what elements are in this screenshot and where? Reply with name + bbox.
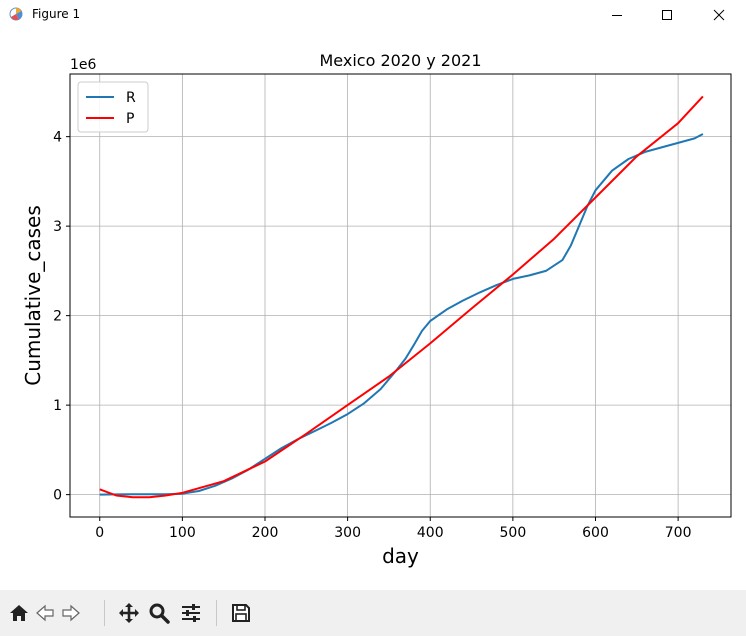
configure-subplots-button[interactable] (178, 600, 204, 626)
toolbar-separator (104, 600, 105, 626)
grid (70, 74, 731, 517)
y-axis-label: Cumulative_cases (21, 205, 45, 386)
save-button[interactable] (228, 600, 254, 626)
forward-arrow-icon (62, 604, 80, 622)
x-tick-label: 300 (334, 525, 361, 541)
axis-ticks: 0 100 200 300 400 500 600 700 0 1 2 3 4 (53, 130, 691, 541)
series-line-P (99, 95, 704, 499)
chart-title: Mexico 2020 y 2021 (319, 51, 481, 70)
toolbar-separator (216, 600, 217, 626)
zoom-icon (149, 603, 170, 624)
save-icon (232, 604, 250, 622)
maximize-button[interactable] (644, 0, 690, 30)
series-lines (99, 95, 704, 499)
x-axis-label: day (382, 544, 419, 568)
axes-frame (69, 73, 732, 518)
pan-icon (119, 603, 139, 623)
x-tick-label: 400 (417, 525, 444, 541)
y-tick-label: 0 (53, 488, 62, 504)
configure-subplots-icon (182, 604, 200, 622)
legend-label-P: P (126, 111, 134, 127)
x-tick-label: 0 (95, 525, 104, 541)
navigation-toolbar (0, 590, 746, 636)
x-tick-label: 500 (500, 525, 527, 541)
legend-box (77, 81, 149, 133)
x-tick-label: 600 (582, 525, 609, 541)
forward-button[interactable] (58, 600, 84, 626)
line-chart: 0 100 200 300 400 500 600 700 0 1 2 3 4 Mexico 2020 … (21, 51, 732, 568)
close-button[interactable] (696, 0, 742, 30)
minimize-button[interactable] (594, 0, 640, 30)
pan-button[interactable] (116, 600, 142, 626)
legend: RP (77, 81, 149, 133)
x-tick-label: 700 (665, 525, 692, 541)
maximize-icon (662, 10, 672, 20)
zoom-button[interactable] (146, 600, 172, 626)
x-tick-label: 100 (169, 525, 196, 541)
series-line-R (99, 133, 704, 496)
y-tick-label: 1 (53, 398, 62, 414)
window-title: Figure 1 (32, 7, 81, 21)
close-icon (713, 9, 725, 21)
home-button[interactable] (6, 600, 32, 626)
back-arrow-icon (36, 604, 54, 622)
figure-canvas: 0 100 200 300 400 500 600 700 0 1 2 3 4 Mexico 2020 … (0, 30, 746, 590)
home-icon (10, 605, 28, 621)
x-tick-label: 200 (252, 525, 279, 541)
matplotlib-figure-icon (9, 7, 23, 21)
legend-label-R: R (126, 90, 136, 106)
y-offset-text: 1e6 (70, 57, 97, 73)
minimize-icon (612, 15, 622, 16)
window-titlebar: Figure 1 (0, 0, 746, 30)
y-tick-label: 2 (53, 309, 62, 325)
y-tick-label: 4 (53, 130, 62, 146)
back-button[interactable] (32, 600, 58, 626)
y-tick-label: 3 (53, 219, 62, 235)
